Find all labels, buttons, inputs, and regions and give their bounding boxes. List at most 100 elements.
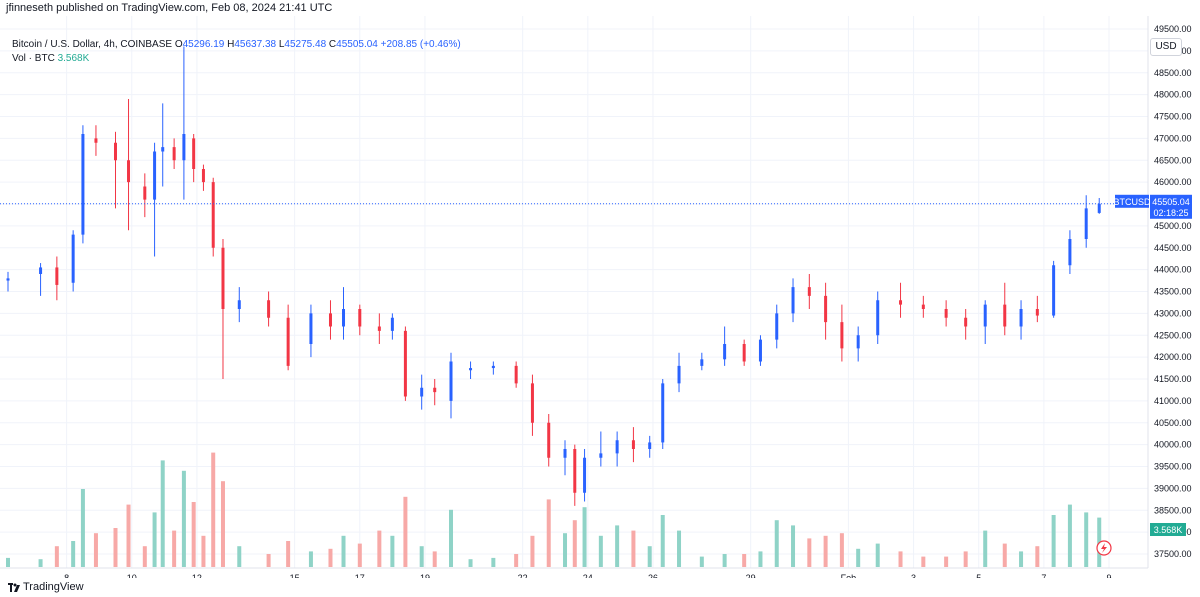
symbol-label: BTCUSD	[1113, 197, 1151, 207]
volume-bar	[898, 551, 903, 567]
candle-body	[127, 160, 131, 183]
candle-body	[677, 365, 681, 384]
candlestick-chart[interactable]: 49500.0049000.0048500.0048000.0047500.00…	[0, 16, 1200, 583]
candle-body	[547, 422, 551, 458]
candle-body	[807, 287, 811, 296]
candle-body	[221, 247, 225, 309]
volume-label: Vol · BTC	[12, 53, 55, 64]
candle-body	[161, 147, 165, 152]
candle-body	[449, 361, 453, 401]
volume-bar	[514, 554, 519, 567]
publish-header: jfinneseth published on TradingView.com,…	[0, 0, 1200, 16]
price-axis[interactable]: 49500.0049000.0048500.0048000.0047500.00…	[1154, 24, 1192, 559]
currency-selector[interactable]: USD	[1150, 38, 1182, 56]
candle-body	[192, 138, 196, 169]
candle-body	[758, 339, 762, 362]
candle-body	[700, 359, 704, 366]
volume-bar	[758, 551, 763, 567]
volume-bar	[963, 551, 968, 567]
volume-bar	[160, 460, 165, 567]
volume-bar	[377, 530, 382, 567]
candle-body	[153, 151, 157, 200]
y-tick-label: 43000.00	[1154, 308, 1192, 318]
volume-bars	[6, 452, 1102, 567]
candle-body	[1068, 239, 1072, 266]
y-tick-label: 43500.00	[1154, 287, 1192, 297]
volume-bar	[1067, 504, 1072, 567]
candle-body	[267, 300, 271, 318]
volume-bar	[201, 535, 206, 567]
y-tick-label: 47500.00	[1154, 112, 1192, 122]
volume-bar	[468, 559, 473, 567]
y-tick-label: 46000.00	[1154, 177, 1192, 187]
candle-body	[983, 304, 987, 327]
y-tick-label: 42500.00	[1154, 330, 1192, 340]
volume-bar	[983, 530, 988, 567]
y-tick-label: 47000.00	[1154, 133, 1192, 143]
volume-bar	[856, 548, 861, 567]
candle-body	[182, 134, 186, 161]
volume-bar	[491, 557, 496, 567]
candle-body	[514, 365, 518, 384]
volume-bar	[875, 543, 880, 567]
candle-body	[172, 147, 176, 161]
y-tick-label: 40500.00	[1154, 418, 1192, 428]
y-tick-label: 38500.00	[1154, 505, 1192, 515]
y-tick-label: 37500.00	[1154, 549, 1192, 559]
candle-body	[742, 344, 746, 362]
y-tick-label: 44000.00	[1154, 265, 1192, 275]
candle-body	[573, 449, 577, 493]
volume-line: Vol · BTC 3.568K	[12, 52, 461, 66]
candle-body	[921, 304, 925, 309]
candle-body	[55, 267, 59, 285]
chart-legend: Bitcoin / U.S. Dollar, 4h, COINBASE O452…	[12, 38, 461, 66]
candle-body	[583, 457, 587, 493]
candle-body	[469, 368, 473, 371]
lightning-icon[interactable]	[1096, 540, 1112, 556]
volume-bar	[237, 546, 242, 567]
candle-body	[328, 313, 332, 327]
candle-body	[631, 440, 635, 449]
volume-bar	[615, 525, 620, 567]
volume-bar	[403, 496, 408, 567]
volume-bar	[677, 530, 682, 567]
symbol-title: Bitcoin / U.S. Dollar, 4h, COINBASE	[12, 39, 173, 50]
close-label: C	[328, 39, 337, 50]
y-tick-label: 44500.00	[1154, 243, 1192, 253]
candle-body	[71, 234, 75, 283]
candle-body	[648, 442, 652, 449]
volume-bar	[286, 541, 291, 567]
candle-body	[876, 300, 880, 336]
candles	[6, 46, 1101, 506]
candle-body	[433, 387, 437, 393]
volume-bar	[419, 546, 424, 567]
volume-bar	[530, 535, 535, 567]
high-value: 45637.38	[234, 39, 277, 50]
candle-body	[563, 449, 567, 458]
candle-body	[81, 134, 85, 235]
candle-body	[286, 317, 290, 366]
candle-body	[1097, 203, 1101, 213]
candle-body	[491, 365, 495, 369]
volume-bar	[546, 499, 551, 567]
candle-body	[899, 300, 903, 305]
chart-area[interactable]: 49500.0049000.0048500.0048000.0047500.00…	[0, 16, 1200, 583]
volume-bar	[449, 509, 454, 567]
volume-bar	[38, 559, 43, 567]
price-label-box	[1150, 194, 1192, 219]
open-value: 45296.19	[182, 39, 225, 50]
volume-bar	[774, 520, 779, 567]
volume-bar	[823, 535, 828, 567]
candle-body	[775, 313, 779, 340]
y-tick-label: 42000.00	[1154, 352, 1192, 362]
candle-body	[944, 309, 948, 318]
candle-body	[1084, 208, 1088, 239]
volume-bar	[1035, 546, 1040, 567]
volume-bar	[220, 481, 225, 567]
candle-body	[615, 440, 619, 454]
volume-value: 3.568K	[57, 53, 90, 64]
candle-body	[113, 142, 117, 161]
candle-body	[377, 326, 381, 331]
candle-body	[1052, 265, 1056, 316]
y-tick-label: 45000.00	[1154, 221, 1192, 231]
